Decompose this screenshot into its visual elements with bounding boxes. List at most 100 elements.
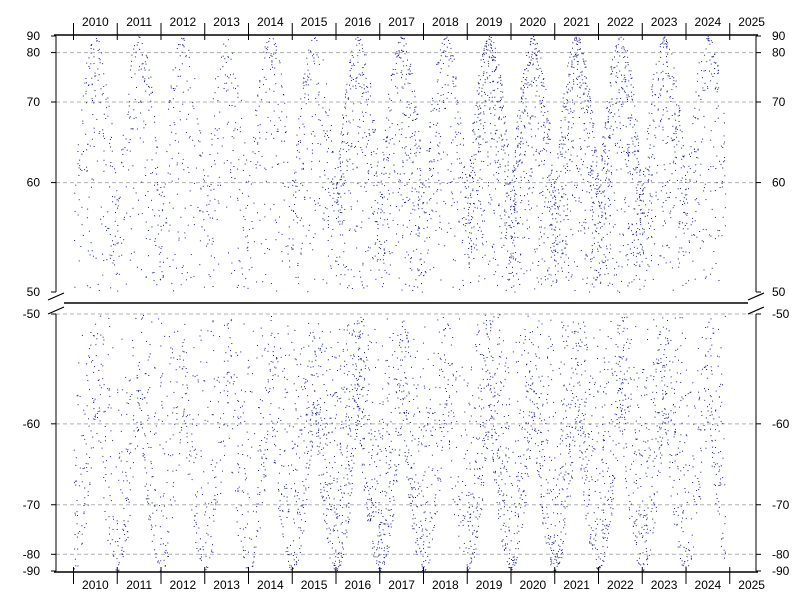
data-point (384, 167, 385, 169)
data-point (250, 538, 252, 540)
data-point (630, 74, 632, 76)
data-point (226, 206, 228, 208)
data-point (137, 445, 139, 447)
data-point (356, 44, 358, 46)
data-point (491, 56, 493, 58)
data-point (567, 121, 569, 123)
data-point (704, 82, 706, 84)
data-point (545, 185, 547, 187)
data-point (494, 114, 496, 116)
data-point (172, 207, 174, 209)
data-point (144, 467, 146, 469)
data-point (342, 221, 343, 223)
data-point (186, 436, 188, 438)
data-point (662, 210, 664, 212)
data-point (213, 498, 215, 500)
data-point (568, 75, 570, 77)
data-point (216, 129, 218, 131)
data-point (619, 128, 621, 130)
data-point (508, 263, 510, 265)
data-point (228, 252, 229, 254)
data-point (479, 79, 481, 81)
data-point (160, 543, 162, 545)
data-point (157, 184, 159, 186)
data-point (198, 527, 200, 529)
data-point (196, 374, 198, 376)
data-point (182, 158, 184, 160)
data-point (95, 323, 97, 325)
data-point (358, 119, 360, 121)
data-point (161, 404, 163, 406)
data-point (410, 212, 412, 214)
data-point (530, 128, 532, 130)
data-point (638, 142, 640, 144)
data-point (705, 199, 707, 201)
data-point (598, 262, 600, 264)
data-point (147, 443, 149, 445)
data-point (452, 55, 454, 57)
data-point (342, 114, 344, 116)
data-point (185, 375, 187, 377)
data-point (216, 462, 218, 464)
data-point (583, 93, 585, 95)
data-point (86, 62, 88, 64)
data-point (620, 36, 622, 38)
data-point (371, 206, 373, 208)
data-point (304, 73, 306, 75)
data-point (128, 169, 130, 171)
data-point (218, 381, 220, 383)
data-point (445, 37, 447, 39)
data-point (256, 357, 258, 359)
data-point (593, 286, 595, 288)
data-point (478, 151, 480, 153)
data-point (493, 80, 495, 82)
data-point (364, 155, 366, 156)
data-point (102, 455, 104, 457)
data-point (166, 257, 168, 259)
data-point (688, 188, 689, 190)
data-point (376, 221, 378, 223)
data-point (643, 193, 644, 195)
data-point (136, 374, 138, 376)
data-point (605, 260, 606, 262)
data-point (472, 178, 474, 180)
data-point (163, 224, 164, 226)
data-point (125, 471, 127, 473)
data-point (363, 54, 365, 56)
data-point (158, 209, 160, 211)
data-point (544, 106, 546, 108)
data-point (635, 255, 637, 257)
data-point (362, 262, 364, 264)
data-point (270, 55, 272, 57)
data-point (473, 243, 475, 245)
data-point (673, 83, 675, 85)
data-point (120, 460, 122, 462)
data-point (522, 89, 524, 91)
data-point (350, 80, 352, 82)
data-point (162, 275, 164, 277)
data-point (415, 233, 417, 235)
data-point (685, 213, 687, 215)
data-point (339, 163, 341, 165)
data-point (398, 54, 399, 56)
data-point (593, 237, 595, 239)
data-point (376, 148, 378, 150)
data-point (350, 206, 352, 208)
data-point (179, 431, 181, 433)
data-point (190, 205, 192, 206)
data-point (399, 42, 401, 44)
data-point (105, 436, 106, 438)
data-point (225, 45, 227, 47)
data-point (141, 213, 143, 215)
data-point (583, 60, 585, 62)
data-point (364, 64, 366, 66)
data-point (659, 46, 661, 48)
data-point (181, 273, 183, 275)
data-point (343, 176, 345, 178)
data-point (563, 261, 565, 263)
data-point (687, 202, 689, 204)
data-point (182, 350, 184, 352)
data-point (409, 157, 411, 159)
data-point (134, 73, 136, 75)
data-point (522, 112, 524, 114)
